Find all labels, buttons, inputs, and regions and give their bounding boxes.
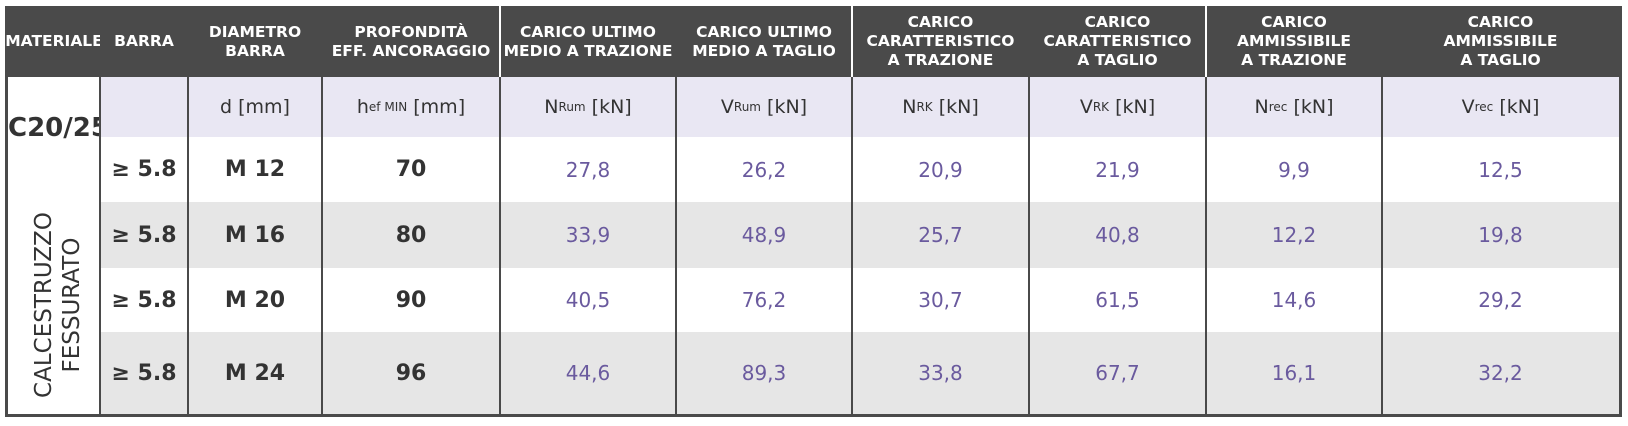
- symbol-nrum: N Rum [kN]: [500, 77, 676, 137]
- symbol-d: d [mm]: [188, 77, 322, 137]
- material-code: C20/25: [8, 113, 109, 143]
- grid-line: [499, 6, 501, 77]
- cell-classe: ≥ 5.8: [100, 332, 188, 414]
- cell-nrk: 25,7: [852, 202, 1029, 268]
- grid-line: [187, 77, 189, 414]
- grid-line: [499, 77, 501, 414]
- symbol-barra-empty: [100, 77, 188, 137]
- grid-line: [321, 77, 323, 414]
- cell-vrk: 40,8: [1029, 202, 1206, 268]
- cell-nrum: 44,6: [500, 332, 676, 414]
- header-profondita: PROFONDITÀ EFF. ANCORAGGIO: [322, 6, 500, 77]
- cell-vrec: 19,8: [1382, 202, 1619, 268]
- grid-line: [1205, 6, 1207, 77]
- cell-vrum: 26,2: [676, 137, 852, 202]
- cell-profondita: 96: [322, 332, 500, 414]
- header-carico-caratt-taglio: CARICO CARATTERISTICO A TAGLIO: [1029, 6, 1206, 77]
- cell-vrec: 32,2: [1382, 332, 1619, 414]
- symbol-vrum: V Rum [kN]: [676, 77, 852, 137]
- cell-nrec: 16,1: [1206, 332, 1382, 414]
- cell-nrec: 14,6: [1206, 268, 1382, 332]
- symbol-nrk: N RK [kN]: [852, 77, 1029, 137]
- grid-line: [675, 77, 677, 414]
- grid-line: [1028, 77, 1030, 414]
- cell-nrec: 12,2: [1206, 202, 1382, 268]
- grid-line: [851, 6, 853, 77]
- header-barra: BARRA: [100, 6, 188, 77]
- cell-profondita: 90: [322, 268, 500, 332]
- material-description: CALCESTRUZZO FESSURATO: [31, 212, 85, 398]
- cell-nrk: 30,7: [852, 268, 1029, 332]
- header-carico-ultimo-taglio: CARICO ULTIMO MEDIO A TAGLIO: [676, 6, 852, 77]
- cell-nrum: 27,8: [500, 137, 676, 202]
- cell-vrec: 12,5: [1382, 137, 1619, 202]
- material-cell: C20/25 CALCESTRUZZO FESSURATO: [8, 77, 109, 414]
- grid-line: [851, 77, 853, 414]
- cell-nrum: 40,5: [500, 268, 676, 332]
- cell-vrk: 21,9: [1029, 137, 1206, 202]
- cell-nrum: 33,9: [500, 202, 676, 268]
- grid-line: [99, 77, 101, 414]
- cell-diametro: M 24: [188, 332, 322, 414]
- cell-diametro: M 16: [188, 202, 322, 268]
- cell-nrec: 9,9: [1206, 137, 1382, 202]
- cell-nrk: 33,8: [852, 332, 1029, 414]
- cell-vrum: 89,3: [676, 332, 852, 414]
- symbol-vrk: V RK [kN]: [1029, 77, 1206, 137]
- cell-profondita: 70: [322, 137, 500, 202]
- cell-vrk: 61,5: [1029, 268, 1206, 332]
- header-materiale: MATERIALE: [5, 6, 103, 77]
- cell-profondita: 80: [322, 202, 500, 268]
- grid-line: [1205, 77, 1207, 414]
- header-carico-ultimo-trazione: CARICO ULTIMO MEDIO A TRAZIONE: [500, 6, 676, 77]
- cell-vrum: 76,2: [676, 268, 852, 332]
- header-carico-amm-taglio: CARICO AMMISSIBILE A TAGLIO: [1382, 6, 1619, 77]
- cell-nrk: 20,9: [852, 137, 1029, 202]
- cell-diametro: M 12: [188, 137, 322, 202]
- cell-vrec: 29,2: [1382, 268, 1619, 332]
- cell-vrum: 48,9: [676, 202, 852, 268]
- header-diametro: DIAMETRO BARRA: [188, 6, 322, 77]
- grid-line: [1381, 77, 1383, 414]
- symbol-hef: h ef MIN [mm]: [322, 77, 500, 137]
- cell-classe: ≥ 5.8: [100, 202, 188, 268]
- cell-diametro: M 20: [188, 268, 322, 332]
- cell-classe: ≥ 5.8: [100, 137, 188, 202]
- header-carico-amm-trazione: CARICO AMMISSIBILE A TRAZIONE: [1206, 6, 1382, 77]
- data-table: MATERIALE BARRA DIAMETRO BARRA PROFONDIT…: [5, 6, 1622, 417]
- header-carico-caratt-trazione: CARICO CARATTERISTICO A TRAZIONE: [852, 6, 1029, 77]
- cell-classe: ≥ 5.8: [100, 268, 188, 332]
- cell-vrk: 67,7: [1029, 332, 1206, 414]
